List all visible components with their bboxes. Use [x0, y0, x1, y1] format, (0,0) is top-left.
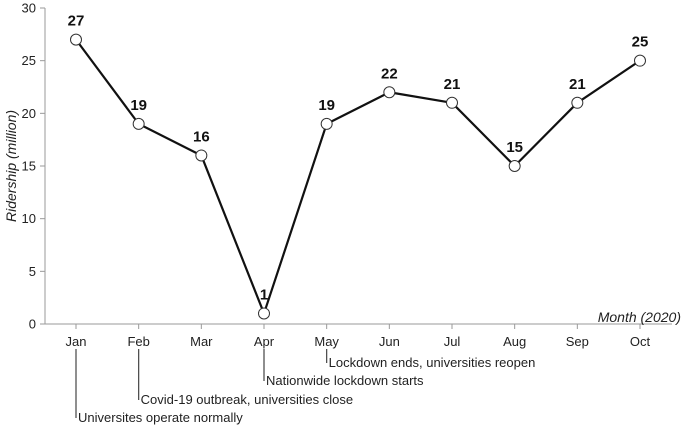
data-point-marker	[132, 117, 145, 130]
annotation-text: Universites operate normally	[78, 410, 243, 425]
annotation-text: Lockdown ends, universities reopen	[329, 355, 536, 370]
x-tick-label: Jun	[379, 334, 400, 349]
data-point-marker	[320, 117, 333, 130]
data-label: 27	[68, 13, 85, 30]
data-label: 1	[260, 286, 268, 303]
data-point-marker	[634, 54, 646, 67]
data-label: 21	[569, 76, 586, 93]
y-axis-title: Ridership (million)	[3, 110, 19, 222]
x-tick-label: Sep	[566, 334, 589, 349]
y-axis: 0 5 10 15 20 25 30	[22, 1, 46, 332]
x-tick-label: Jul	[444, 334, 461, 349]
data-point-marker	[195, 149, 208, 162]
data-point-marker	[446, 96, 458, 109]
x-tick-label: Mar	[190, 334, 213, 349]
x-tick-label: Jan	[66, 334, 87, 349]
series-line	[75, 38, 641, 315]
data-label: 19	[318, 97, 335, 114]
x-tick-label: Feb	[127, 334, 149, 349]
x-tick-label: Apr	[254, 334, 275, 349]
x-tick-label: Aug	[503, 334, 526, 349]
data-point-marker	[383, 86, 396, 99]
data-label: 19	[130, 97, 147, 114]
x-tick-label: May	[314, 334, 339, 349]
y-tick-label: 15	[22, 159, 36, 174]
y-tick-label: 25	[22, 53, 36, 68]
data-label: 25	[632, 34, 649, 51]
x-axis-title: Month (2020)	[598, 309, 681, 325]
data-label: 15	[506, 139, 523, 156]
y-tick-label: 10	[22, 211, 36, 226]
data-label: 22	[381, 65, 398, 82]
y-tick-label: 20	[22, 106, 36, 121]
data-point-marker	[70, 33, 82, 46]
y-tick-label: 5	[29, 264, 36, 279]
data-label: 16	[193, 128, 210, 145]
data-point-marker	[258, 307, 270, 320]
data-point-marker	[571, 96, 584, 109]
annotation-text: Covid-19 outbreak, universities close	[141, 392, 353, 407]
annotations: Universites operate normally Covid-19 out…	[75, 349, 536, 425]
x-tick-label: Oct	[630, 334, 651, 349]
x-axis: Jan Feb Mar Apr May Jun Jul Aug Sep Oct	[45, 323, 672, 349]
y-tick-label: 0	[29, 317, 36, 332]
y-tick-label: 30	[22, 1, 36, 16]
data-point-marker	[508, 160, 521, 172]
series-group: 27 19 16 1 19 22 21 15 21 25	[68, 13, 649, 320]
data-label: 21	[444, 76, 461, 93]
annotation-text: Nationwide lockdown starts	[266, 373, 424, 388]
